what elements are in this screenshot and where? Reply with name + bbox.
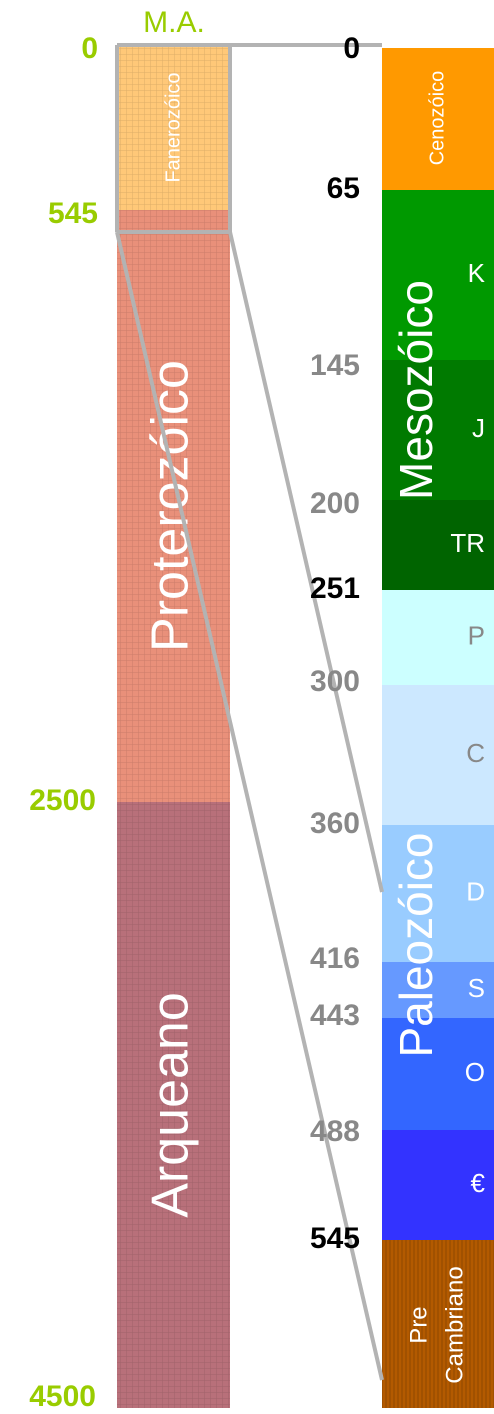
period-tick-label: 488 xyxy=(310,1115,360,1148)
eon-tick-label: 0 xyxy=(81,32,98,65)
period-tick-label: 300 xyxy=(310,665,360,698)
period-tick-label: 0 xyxy=(343,32,360,65)
period-tick-label: 65 xyxy=(327,172,360,205)
period-label: C xyxy=(466,738,485,768)
period-tick-label: 200 xyxy=(310,487,360,520)
period-block xyxy=(382,360,494,500)
connector-line xyxy=(115,231,384,1381)
eon-label: Fanerozóico xyxy=(162,72,184,182)
period-label: O xyxy=(465,1057,485,1087)
period-block xyxy=(382,190,494,360)
unit-label: M.A. xyxy=(143,6,205,39)
era-label: Mesozóico xyxy=(390,280,442,500)
eon-texture xyxy=(117,802,230,1408)
era-block xyxy=(382,48,494,190)
precambrian-label: Pre xyxy=(405,1306,432,1343)
eon-texture xyxy=(117,45,230,210)
period-label: D xyxy=(466,876,485,906)
period-block xyxy=(382,590,494,685)
period-tick-label: 416 xyxy=(310,942,360,975)
eon-tick-label: 545 xyxy=(48,197,98,230)
period-tick-label: 443 xyxy=(310,999,360,1032)
period-label: K xyxy=(468,258,486,288)
period-label: TR xyxy=(450,528,485,558)
period-tick-label: 545 xyxy=(310,1222,360,1255)
period-tick-label: 360 xyxy=(310,807,360,840)
eon-label: Proterozóico xyxy=(142,360,200,652)
period-block xyxy=(382,1018,494,1130)
era-label: Cenozóico xyxy=(426,71,448,166)
period-tick-label: 145 xyxy=(310,349,360,382)
period-tick-label: 251 xyxy=(310,572,360,605)
eon-tick-label: 2500 xyxy=(29,784,96,817)
period-block xyxy=(382,1130,494,1240)
period-label: € xyxy=(471,1168,486,1198)
precambrian-label: Cambriano xyxy=(441,1266,468,1383)
period-block xyxy=(382,825,494,962)
period-label: P xyxy=(468,620,485,650)
era-label: Paleozóico xyxy=(390,832,442,1057)
period-block xyxy=(382,685,494,825)
period-block xyxy=(382,962,494,1018)
diagram-layer: Fanerozóico Proterozóico Arqueano M.A. 0 545 2… xyxy=(29,6,494,1413)
eon-label: Arqueano xyxy=(142,992,200,1218)
connector-line xyxy=(228,231,384,893)
precambrian-texture xyxy=(382,1240,494,1408)
period-block xyxy=(382,500,494,590)
eon-tick-label: 4500 xyxy=(29,1380,96,1413)
period-label: S xyxy=(468,973,485,1003)
period-label: J xyxy=(472,413,485,443)
